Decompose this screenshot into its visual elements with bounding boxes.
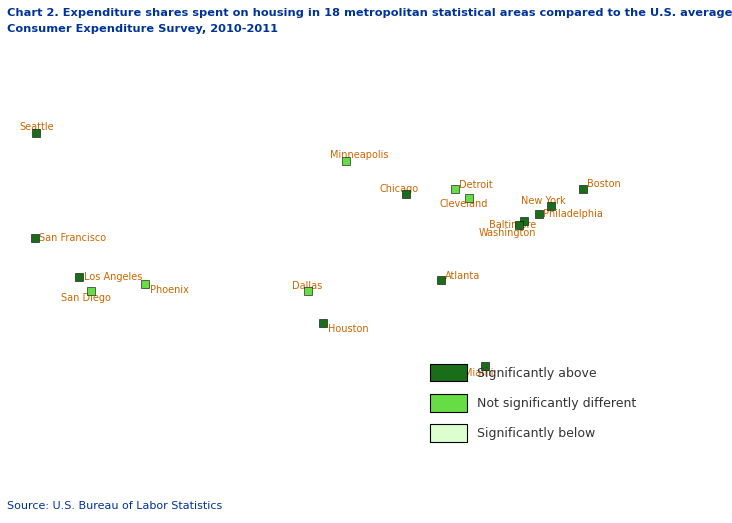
Text: Consumer Expenditure Survey, 2010-2011: Consumer Expenditure Survey, 2010-2011: [7, 24, 278, 33]
Text: Chicago: Chicago: [379, 184, 419, 194]
Text: New York: New York: [521, 196, 566, 206]
Text: Dallas: Dallas: [292, 280, 323, 290]
Text: Los Angeles: Los Angeles: [83, 272, 142, 282]
Text: Detroit: Detroit: [459, 180, 493, 190]
Text: Miami: Miami: [464, 368, 493, 378]
Text: San Francisco: San Francisco: [39, 233, 106, 243]
Text: Boston: Boston: [587, 179, 621, 189]
Text: Cleveland: Cleveland: [439, 199, 488, 209]
Text: Philadelphia: Philadelphia: [543, 209, 603, 219]
Text: Minneapolis: Minneapolis: [330, 150, 389, 161]
Text: Houston: Houston: [328, 324, 368, 335]
Text: Seattle: Seattle: [20, 122, 54, 132]
Text: Baltimore: Baltimore: [490, 220, 537, 230]
Text: Atlanta: Atlanta: [445, 271, 480, 281]
Text: Washington: Washington: [479, 228, 536, 238]
Text: Chart 2. Expenditure shares spent on housing in 18 metropolitan statistical area: Chart 2. Expenditure shares spent on hou…: [7, 8, 732, 18]
Text: Phoenix: Phoenix: [149, 285, 188, 295]
Text: San Diego: San Diego: [61, 293, 111, 303]
Text: Source: U.S. Bureau of Labor Statistics: Source: U.S. Bureau of Labor Statistics: [7, 502, 223, 511]
Legend: Significantly above, Not significantly different, Significantly below: Significantly above, Not significantly d…: [424, 357, 643, 448]
